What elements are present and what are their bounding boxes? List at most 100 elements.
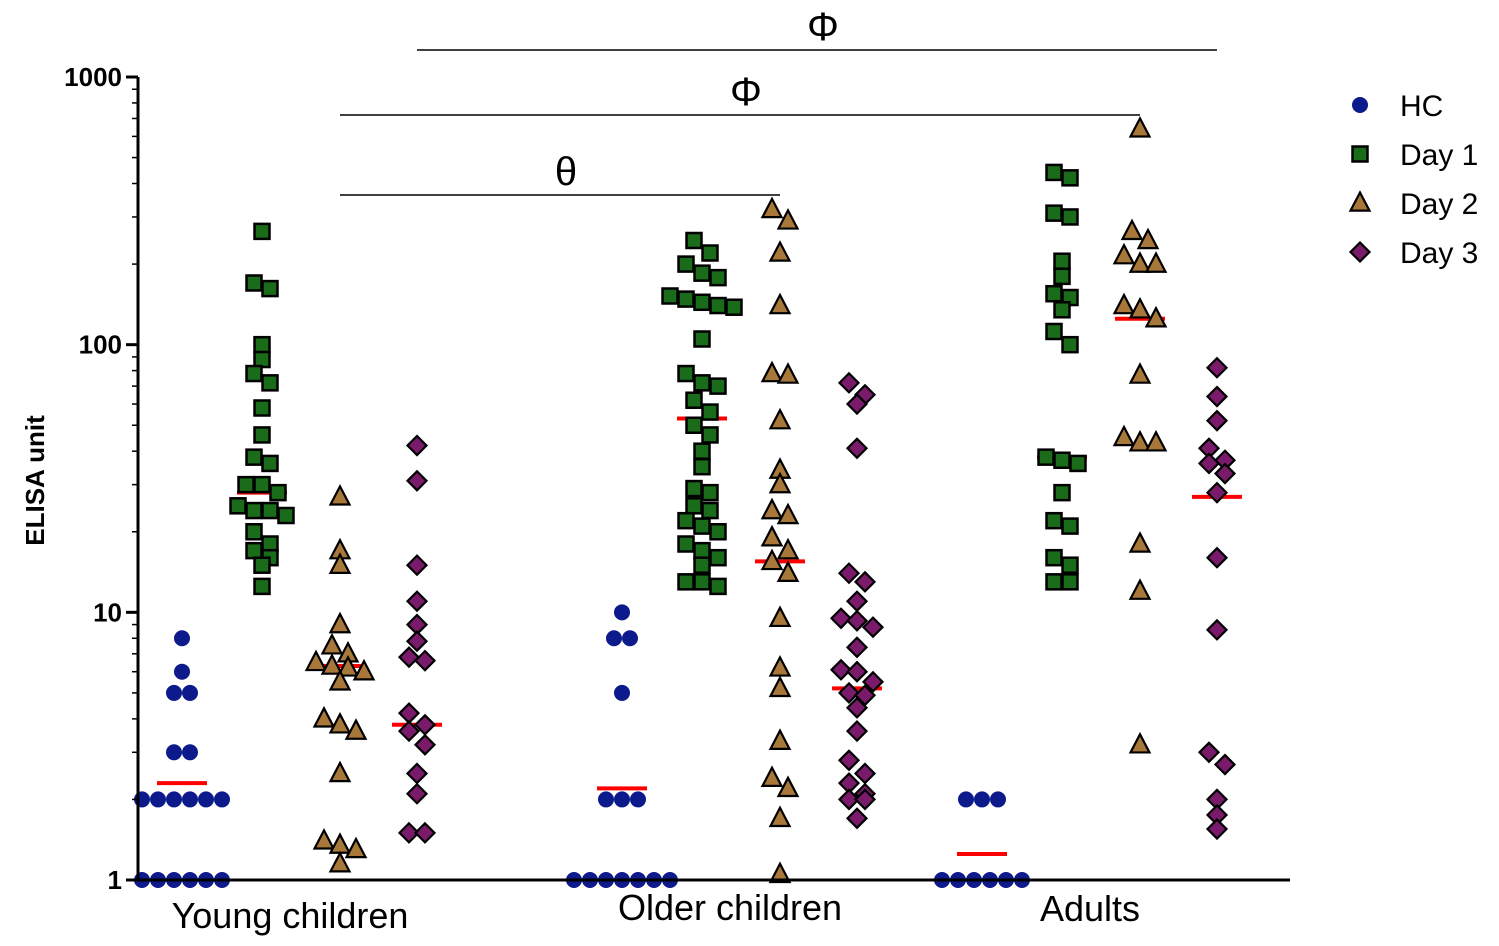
data-point: [598, 791, 614, 808]
data-point: [1205, 481, 1229, 504]
data-point: [253, 426, 271, 444]
series-day-3: [397, 356, 1237, 844]
data-point: [837, 371, 861, 394]
series-day-2: [304, 115, 1168, 884]
data-point: [837, 788, 861, 811]
data-point: [685, 497, 703, 515]
data-point: [1136, 227, 1160, 250]
data-point: [685, 231, 703, 250]
data-point: [166, 744, 182, 761]
legend: HC Day 1 Day 2 Day 3: [1348, 90, 1478, 270]
data-point: [328, 668, 352, 691]
data-point: [1128, 731, 1152, 754]
data-point: [768, 471, 792, 494]
data-point: [709, 296, 727, 315]
data-point: [1045, 573, 1063, 591]
data-point: [413, 821, 437, 844]
data-point: [1045, 284, 1063, 303]
data-point: [245, 501, 263, 520]
data-point: [166, 684, 182, 701]
data-point: [253, 577, 271, 596]
data-point: [760, 497, 784, 520]
data-point: [845, 590, 869, 613]
data-point: [182, 791, 198, 808]
data-point: [853, 762, 877, 785]
data-point: [845, 696, 869, 719]
data-point: [405, 590, 429, 613]
data-point: [693, 264, 711, 282]
legend-label: Day 1: [1400, 139, 1478, 172]
data-point: [1144, 251, 1168, 273]
data-point: [677, 535, 695, 553]
significance-brackets: θ Φ Φ: [340, 5, 1217, 196]
x-category-label: Older children: [618, 887, 842, 928]
data-point: [1128, 429, 1152, 452]
data-point: [853, 788, 877, 811]
data-point: [677, 255, 695, 273]
data-point: [990, 791, 1006, 808]
data-point: [245, 448, 263, 466]
data-point: [174, 630, 190, 647]
y-tick-label: 1000: [64, 62, 122, 92]
data-point: [261, 279, 279, 298]
data-point: [1120, 218, 1144, 241]
y-axis-title: ELISA unit: [20, 415, 50, 546]
data-point: [1045, 511, 1063, 530]
legend-marker: [1352, 97, 1368, 113]
x-category-label: Young children: [172, 895, 409, 936]
data-point: [614, 791, 630, 808]
data-point: [701, 426, 719, 444]
data-point: [693, 457, 711, 476]
data-point: [1205, 618, 1229, 641]
data-point: [405, 434, 429, 457]
data-point: [328, 711, 352, 734]
data-point: [405, 554, 429, 577]
y-tick-label: 100: [79, 330, 122, 360]
data-point: [328, 832, 352, 854]
data-point: [1053, 252, 1071, 270]
data-point: [760, 360, 784, 383]
data-point: [253, 350, 271, 369]
data-point: [1144, 305, 1168, 328]
data-point: [174, 663, 190, 680]
data-point: [269, 483, 287, 502]
data-point: [397, 702, 421, 725]
data-point: [405, 782, 429, 805]
data-point: [768, 292, 792, 315]
data-point: [677, 511, 695, 530]
data-point: [776, 775, 800, 798]
data-point: [405, 762, 429, 785]
data-point: [277, 506, 295, 525]
data-point: [245, 364, 263, 383]
data-point: [693, 442, 711, 460]
data-point: [829, 658, 853, 681]
data-point: [1213, 462, 1237, 485]
data-point: [725, 298, 743, 316]
data-point: [958, 791, 974, 808]
data-point: [1053, 451, 1071, 469]
data-point: [845, 660, 869, 683]
data-point: [344, 836, 368, 859]
data-point: [1205, 409, 1229, 432]
data-point: [336, 654, 360, 677]
data-point: [1213, 753, 1237, 776]
data-point: [709, 548, 727, 567]
legend-marker: [1348, 190, 1372, 212]
data-point: [1061, 573, 1079, 591]
data-point: [709, 268, 727, 287]
data-point: [693, 293, 711, 312]
data-point: [776, 502, 800, 525]
data-point: [253, 556, 271, 574]
data-point: [182, 744, 198, 761]
legend-marker: [1348, 240, 1372, 264]
data-point: [701, 501, 719, 520]
data-point: [768, 805, 792, 828]
data-point: [253, 475, 271, 494]
data-point: [1128, 362, 1152, 384]
data-point: [1112, 242, 1136, 265]
data-point: [701, 483, 719, 502]
data-point: [1045, 204, 1063, 222]
significance-label: θ: [555, 150, 577, 194]
data-point: [837, 749, 861, 772]
axes: 1 10 100 1000 Young children Older children Ad…: [20, 62, 1290, 936]
